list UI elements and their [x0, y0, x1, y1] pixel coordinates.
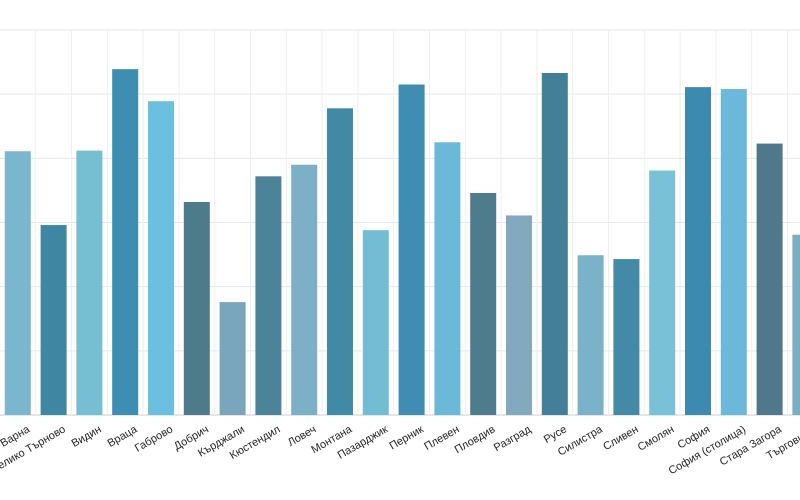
bar[interactable] — [291, 164, 318, 415]
bar[interactable] — [219, 302, 246, 415]
bar-layer — [4, 69, 800, 416]
bar[interactable] — [506, 215, 532, 415]
bar[interactable] — [756, 143, 783, 415]
bar[interactable] — [541, 72, 568, 415]
x-tick-label: Велико Търново — [0, 423, 68, 475]
bar[interactable] — [327, 108, 353, 416]
bar[interactable] — [720, 89, 747, 416]
bar[interactable] — [183, 201, 210, 415]
x-tick-label: Габрово — [133, 423, 175, 454]
x-tick-label: Сливен — [601, 423, 640, 453]
bar[interactable] — [470, 192, 497, 415]
x-tick-label: Разград — [492, 423, 534, 454]
x-tick-label: Пловдив — [453, 423, 498, 456]
bar[interactable] — [362, 230, 389, 415]
bar[interactable] — [577, 255, 604, 415]
x-tick-label: Видин — [70, 423, 104, 449]
bar[interactable] — [112, 69, 139, 416]
bar[interactable] — [148, 101, 174, 415]
bar[interactable] — [255, 176, 282, 415]
x-tick-label: Смолян — [636, 423, 677, 453]
bar[interactable] — [398, 84, 425, 416]
bar[interactable] — [685, 87, 711, 415]
bar[interactable] — [76, 150, 103, 415]
bar[interactable] — [40, 225, 67, 415]
bar[interactable] — [792, 234, 800, 415]
bar[interactable] — [649, 170, 676, 415]
x-tick-label: Перник — [387, 423, 425, 452]
x-tick-labels: БургасВарнаВелико ТърновоВидинВрацаГабро… — [0, 423, 800, 477]
bar[interactable] — [4, 151, 31, 415]
bar[interactable] — [434, 142, 461, 415]
bar[interactable] — [613, 259, 640, 415]
